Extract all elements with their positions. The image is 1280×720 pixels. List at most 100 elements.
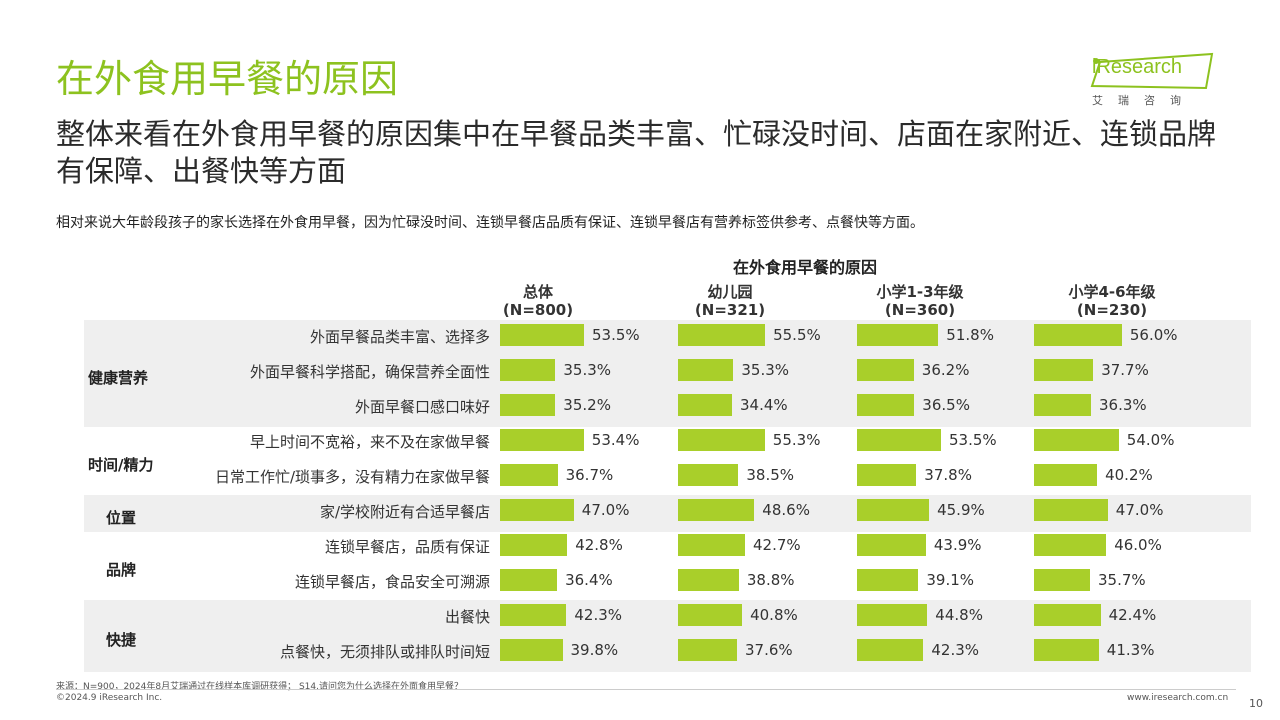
data-label: 42.3% (931, 641, 980, 659)
data-label: 42.3% (574, 606, 623, 624)
data-label: 56.0% (1129, 326, 1178, 344)
row-label: 外面早餐口感口味好 (354, 398, 490, 416)
data-label: 47.0% (1115, 501, 1164, 519)
data-label: 54.0% (1126, 431, 1175, 449)
bar (500, 359, 556, 381)
bar (1034, 499, 1108, 521)
bar (857, 534, 926, 556)
bar (678, 639, 737, 661)
row-label: 外面早餐品类丰富、选择多 (309, 328, 490, 346)
data-label: 36.2% (921, 361, 970, 379)
column-header: 总体 (N=800) (463, 283, 613, 319)
data-label: 37.6% (745, 641, 793, 659)
data-label: 41.3% (1106, 641, 1155, 659)
bar (1034, 324, 1122, 346)
data-label: 34.4% (740, 396, 788, 414)
logo-mark-icon (1090, 52, 1214, 90)
bar (678, 569, 739, 591)
data-label: 38.8% (746, 571, 795, 589)
website-link[interactable]: www.iresearch.com.cn (1127, 693, 1229, 703)
data-label: 53.5% (949, 431, 997, 449)
bar (500, 464, 558, 486)
chart-title: 在外食用早餐的原因 (732, 258, 877, 277)
bar (857, 324, 939, 346)
row-label: 外面早餐科学搭配，确保营养全面性 (249, 363, 490, 381)
data-label: 35.3% (563, 361, 612, 379)
bar (857, 464, 917, 486)
data-label: 36.4% (565, 571, 613, 589)
group-label: 品牌 (106, 561, 137, 579)
column-header: 幼儿园 (N=321) (655, 283, 805, 319)
bar (500, 394, 556, 416)
page-subtitle: 整体来看在外食用早餐的原因集中在早餐品类丰富、忙碌没时间、店面在家附近、连锁品牌… (56, 117, 1217, 188)
bar (857, 604, 928, 626)
column-header-name: 小学4-6年级 (1068, 283, 1156, 301)
data-label: 45.9% (937, 501, 985, 519)
data-label: 36.3% (1099, 396, 1147, 414)
column-header-n: (N=360) (884, 301, 956, 319)
row-label: 连锁早餐店，食品安全可溯源 (294, 573, 490, 591)
group-label: 位置 (106, 508, 137, 527)
bar (678, 534, 745, 556)
data-label: 40.2% (1105, 466, 1153, 484)
page-number: 10 (1249, 697, 1263, 710)
group-label: 健康营养 (88, 368, 149, 387)
bar (678, 324, 766, 346)
bar (1034, 394, 1091, 416)
data-label: 39.8% (570, 641, 619, 659)
footer-divider (56, 689, 1236, 690)
bar (678, 464, 739, 486)
data-label: 37.8% (924, 466, 972, 484)
bar (500, 429, 584, 451)
bar (1034, 534, 1107, 556)
row-label: 日常工作忙/琐事多，没有精力在家做早餐 (214, 468, 490, 486)
bar (1034, 429, 1119, 451)
bar (1034, 464, 1098, 486)
data-label: 53.5% (592, 326, 640, 344)
row-label: 早上时间不宽裕，来不及在家做早餐 (249, 433, 490, 451)
data-label: 47.0% (581, 501, 630, 519)
column-header-n: (N=800) (502, 301, 574, 319)
bar (857, 499, 930, 521)
data-label: 42.4% (1108, 606, 1157, 624)
page-title: 在外食用早餐的原因 (56, 57, 399, 101)
data-label: 42.7% (753, 536, 801, 554)
bar (1034, 569, 1090, 591)
data-label: 40.8% (750, 606, 798, 624)
data-label: 35.2% (563, 396, 611, 414)
data-label: 46.0% (1114, 536, 1162, 554)
bar (1034, 604, 1101, 626)
group-label: 时间/精力 (88, 456, 154, 474)
data-label: 39.1% (926, 571, 975, 589)
bar (678, 394, 732, 416)
bar (678, 499, 755, 521)
row-label: 连锁早餐店，品质有保证 (324, 538, 490, 556)
data-label: 38.5% (746, 466, 795, 484)
data-label: 44.8% (935, 606, 983, 624)
source-note: 来源：N=900，2024年8月艾瑞通过在线样本库调研获得； S14.请问您为什… (56, 682, 463, 692)
bar (678, 604, 743, 626)
row-label: 出餐快 (444, 608, 490, 626)
copyright: ©2024.9 iResearch Inc. (56, 693, 163, 703)
data-label: 36.7% (565, 466, 614, 484)
logo-text: iResearch (1092, 56, 1183, 78)
data-label: 37.7% (1101, 361, 1149, 379)
bar (500, 604, 567, 626)
logo-cn-text: 艾瑞咨询 (1092, 94, 1196, 107)
bar (678, 429, 765, 451)
iresearch-logo: iResearch 艾瑞咨询 (1088, 52, 1218, 110)
column-header-name: 小学1-3年级 (876, 283, 964, 301)
bar (857, 639, 924, 661)
column-header-name: 幼儿园 (707, 283, 753, 301)
column-header-n: (N=321) (694, 301, 766, 319)
row-label: 家/学校附近有合适早餐店 (319, 503, 490, 521)
group-label: 快捷 (106, 631, 137, 649)
column-header: 小学1-3年级 (N=360) (845, 283, 995, 319)
bar (678, 359, 734, 381)
column-header: 小学4-6年级 (N=230) (1037, 283, 1187, 319)
bar (500, 639, 563, 661)
bar (857, 429, 941, 451)
bar (500, 324, 584, 346)
bar (1034, 359, 1094, 381)
